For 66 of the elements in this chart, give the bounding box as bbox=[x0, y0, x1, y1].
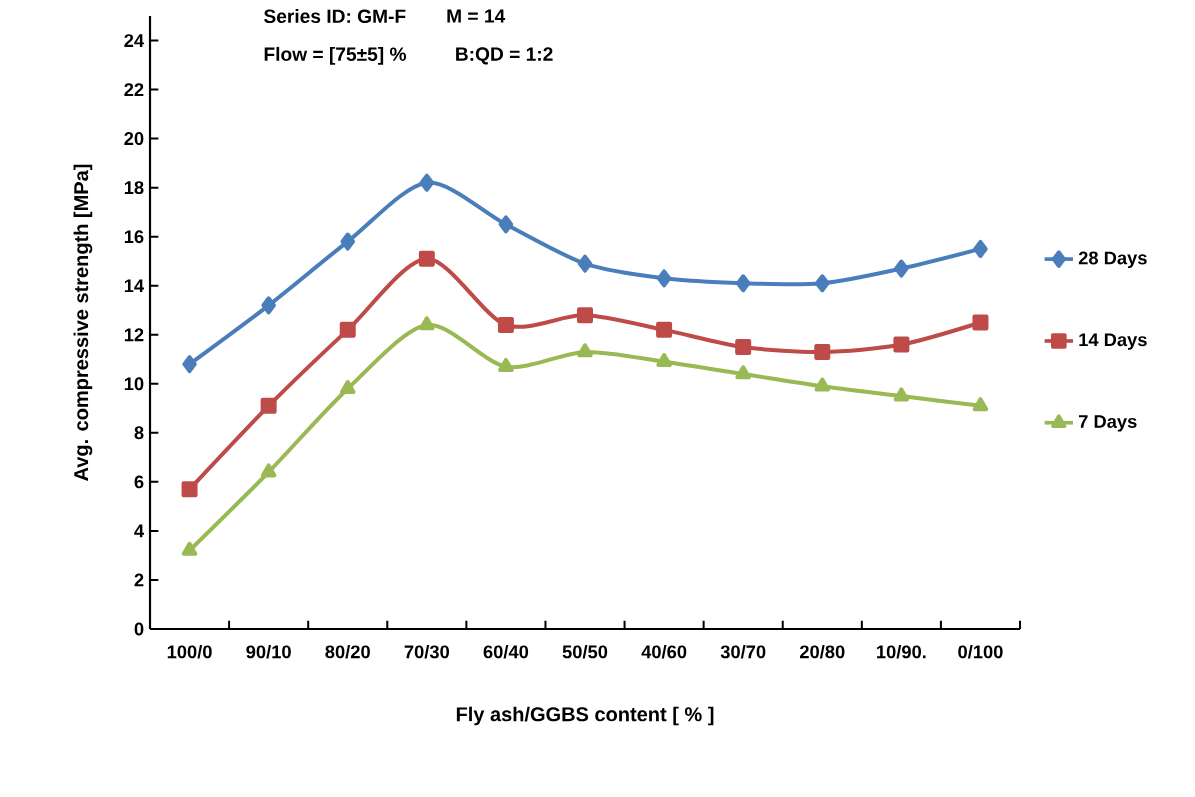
annotation: B:QD = 1:2 bbox=[456, 47, 553, 65]
point bbox=[340, 232, 355, 251]
x-tick-label: 70/30 bbox=[404, 644, 449, 659]
y-tick-label: 14 bbox=[124, 279, 145, 293]
point bbox=[656, 321, 673, 338]
y-tick-label: 4 bbox=[134, 524, 145, 538]
point bbox=[498, 357, 514, 372]
y-tick-label: 2 bbox=[134, 573, 144, 587]
annotation: Flow = [75±5] % bbox=[264, 46, 407, 65]
x-tick-label: 80/20 bbox=[325, 644, 370, 659]
y-tick-label: 22 bbox=[124, 83, 144, 96]
y-tick-label: 8 bbox=[134, 426, 144, 440]
y-tick-label: 24 bbox=[124, 34, 145, 47]
y-tick-label: 18 bbox=[124, 181, 144, 195]
point bbox=[418, 250, 435, 267]
point bbox=[656, 269, 672, 288]
point bbox=[972, 397, 989, 412]
point bbox=[893, 387, 910, 402]
point bbox=[181, 541, 198, 556]
point bbox=[498, 215, 514, 234]
point bbox=[814, 343, 831, 360]
x-tick-label: 50/50 bbox=[562, 644, 608, 659]
point bbox=[260, 463, 277, 478]
point bbox=[339, 380, 356, 395]
point bbox=[972, 314, 989, 331]
point bbox=[181, 481, 198, 498]
annotation: Series ID: GM-F bbox=[263, 8, 406, 24]
point bbox=[735, 274, 751, 293]
y-tick-label: 10 bbox=[124, 377, 144, 391]
point bbox=[656, 353, 672, 368]
point bbox=[419, 316, 435, 331]
point bbox=[735, 339, 752, 356]
y-axis-title: Avg. compressive strength [MPa] bbox=[73, 164, 93, 481]
x-axis-title: Fly ash/GGBS content [ % ] bbox=[456, 706, 714, 726]
y-tick-label: 6 bbox=[134, 475, 144, 489]
point bbox=[815, 274, 830, 293]
x-tick-label: 30/70 bbox=[720, 644, 766, 659]
legend-label: 14 Days bbox=[1079, 333, 1147, 350]
y-tick-label: 0 bbox=[134, 622, 144, 636]
point bbox=[894, 259, 909, 278]
x-tick-label: 0/100 bbox=[958, 644, 1003, 659]
point bbox=[973, 239, 988, 258]
x-tick-label: 60/40 bbox=[483, 644, 529, 659]
annotation: M = 14 bbox=[447, 9, 506, 23]
y-tick-label: 12 bbox=[124, 328, 144, 342]
point bbox=[893, 336, 910, 353]
point bbox=[419, 173, 435, 192]
point bbox=[577, 254, 593, 273]
x-tick-label: 90/10 bbox=[246, 644, 291, 659]
point bbox=[814, 377, 831, 392]
x-tick-label: 10/90. bbox=[877, 644, 926, 659]
point bbox=[577, 343, 593, 358]
legend-label: 28 Days bbox=[1078, 251, 1147, 269]
point bbox=[577, 307, 594, 324]
point bbox=[339, 321, 356, 338]
x-tick-label: 20/80 bbox=[799, 644, 845, 659]
point bbox=[261, 296, 276, 315]
point bbox=[182, 355, 197, 374]
point bbox=[260, 397, 277, 414]
x-tick-label: 40/60 bbox=[641, 644, 687, 659]
y-tick-label: 16 bbox=[124, 230, 144, 244]
legend-label: 7 Days bbox=[1078, 415, 1137, 432]
point bbox=[497, 316, 514, 333]
x-tick-label: 100/0 bbox=[167, 644, 212, 659]
point bbox=[735, 365, 751, 380]
y-tick-label: 20 bbox=[124, 132, 144, 146]
